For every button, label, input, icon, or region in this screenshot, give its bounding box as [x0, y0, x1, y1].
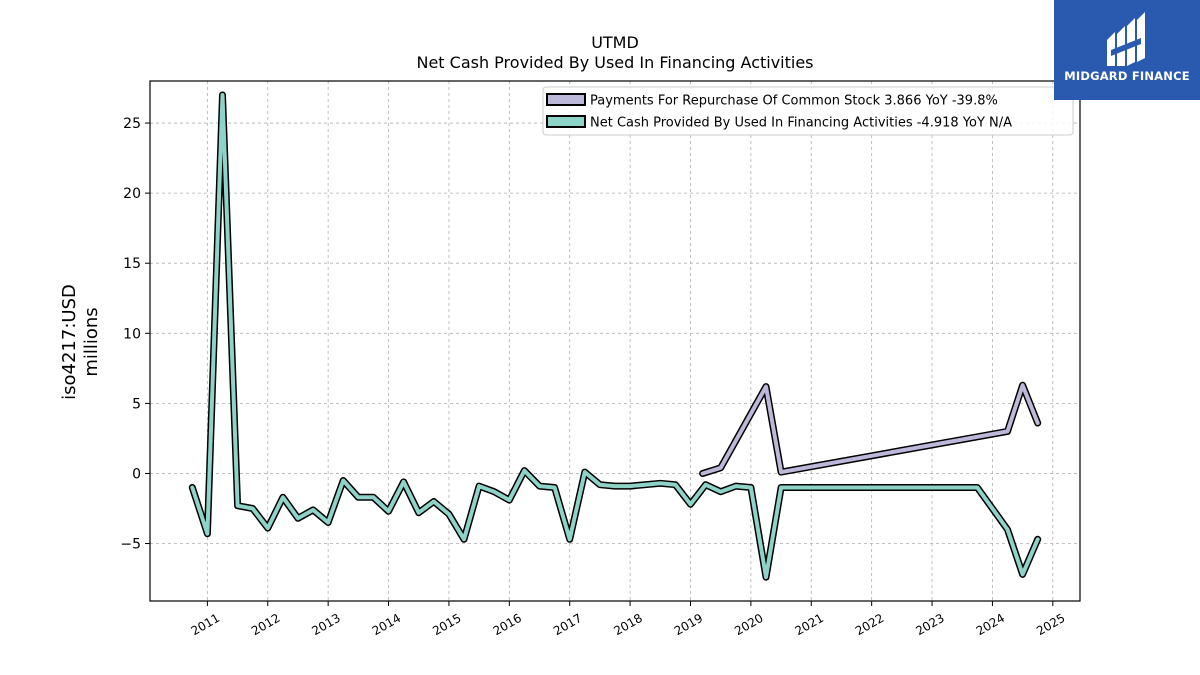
y-axis-label-line1: iso4217:USD	[59, 284, 80, 400]
series-outline	[188, 91, 1042, 581]
series-outline	[699, 381, 1042, 477]
y-tick-label: 5	[132, 396, 141, 412]
legend-box	[542, 86, 1074, 136]
x-tick-label: 2017	[551, 611, 584, 638]
legend: Payments For Repurchase Of Common Stock …	[542, 86, 1074, 136]
legend-label: Payments For Repurchase Of Common Stock …	[590, 94, 998, 109]
series-1	[188, 91, 1042, 581]
y-axis-label-line2: millions	[81, 307, 102, 376]
x-tick-label: 2012	[249, 611, 282, 638]
series-line	[190, 93, 1040, 580]
plot-frame	[149, 80, 1081, 602]
brand-logo: MIDGARD FINANCE	[1054, 0, 1200, 100]
x-tick-label: 2020	[732, 611, 765, 638]
y-tick-label: 15	[123, 256, 141, 272]
y-tick-label: 0	[132, 466, 141, 482]
logo-text: MIDGARD FINANCE	[1064, 69, 1190, 83]
y-ticks: −5 0 5 10 15 20 25	[120, 116, 150, 553]
x-tick-label: 2018	[611, 611, 644, 638]
series-line	[700, 383, 1040, 476]
y-tick-label: 10	[123, 326, 141, 342]
x-tick-label: 2021	[793, 611, 826, 638]
chart-subtitle: Net Cash Provided By Used In Financing A…	[416, 53, 813, 72]
legend-swatch	[546, 115, 586, 128]
legend-swatch	[546, 93, 586, 106]
grid	[150, 81, 1080, 601]
x-tick-label: 2011	[189, 611, 222, 638]
x-tick-label: 2014	[370, 611, 403, 638]
x-tick-label: 2015	[430, 611, 463, 638]
logo-mark-icon	[1107, 12, 1145, 66]
x-tick-label: 2013	[309, 611, 342, 638]
y-axis-label: iso4217:USD millions	[59, 284, 102, 400]
y-tick-label: 20	[123, 186, 141, 202]
x-tick-label: 2022	[853, 611, 886, 638]
series-0	[699, 381, 1042, 477]
legend-label: Net Cash Provided By Used In Financing A…	[590, 116, 1012, 131]
x-tick-label: 2023	[913, 611, 946, 638]
x-tick-label: 2016	[491, 611, 524, 638]
y-tick-label: 25	[123, 116, 141, 132]
series-layer	[188, 91, 1042, 581]
x-tick-label: 2025	[1034, 611, 1067, 638]
chart-title: UTMD	[591, 33, 639, 52]
x-ticks: 2011 2012 2013 2014 2015 2016 2017 2018 2019 2020…	[189, 601, 1068, 638]
x-tick-label: 2019	[672, 611, 705, 638]
x-tick-label: 2024	[974, 611, 1007, 638]
y-tick-label: −5	[120, 537, 141, 553]
